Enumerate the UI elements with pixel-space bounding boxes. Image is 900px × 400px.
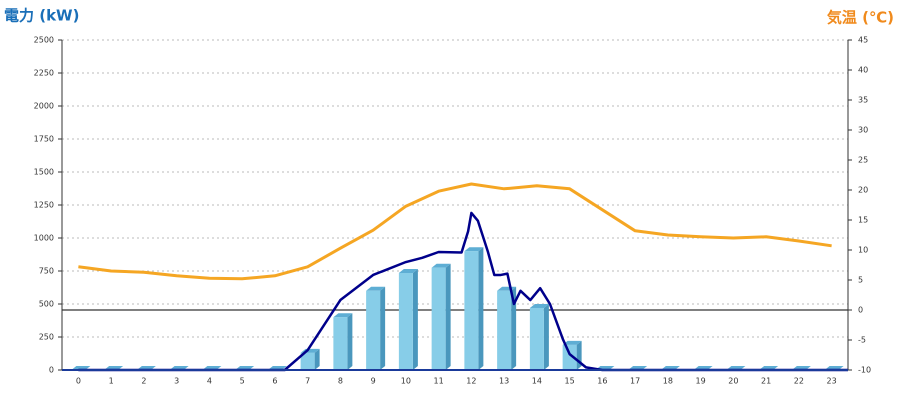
y2-tick-label: 0 [858, 306, 863, 315]
bar-side [478, 247, 484, 370]
y-tick-label: 0 [49, 366, 54, 375]
y2-tick-label: -5 [858, 336, 866, 345]
x-tick-label: 0 [76, 377, 81, 386]
bar [562, 340, 582, 370]
x-tick-label: 20 [728, 377, 738, 386]
x-tick-label: 21 [761, 377, 771, 386]
x-tick-label: 4 [207, 377, 212, 386]
bar-side [380, 286, 386, 370]
x-tick-label: 17 [630, 377, 640, 386]
bar-front [300, 352, 315, 370]
y-tick-label: 1500 [34, 168, 54, 177]
x-tick-label: 11 [434, 377, 444, 386]
y2-tick-label: 30 [858, 126, 868, 135]
x-tick-label: 8 [338, 377, 343, 386]
line [78, 182, 832, 281]
y2-tick-label: 20 [858, 186, 868, 195]
bar [497, 286, 517, 370]
x-tick-label: 5 [240, 377, 245, 386]
bar-side [347, 313, 353, 370]
x-tick-label: 23 [827, 377, 837, 386]
bar-top [431, 263, 451, 268]
line [78, 211, 848, 372]
x-tick-label: 7 [305, 377, 310, 386]
bar-top [398, 268, 418, 273]
y2-tick-label: 25 [858, 156, 868, 165]
x-tick-label: 6 [272, 377, 277, 386]
y2-tick-label: 5 [858, 276, 863, 285]
x-tick-label: 3 [174, 377, 179, 386]
x-tick-label: 15 [565, 377, 575, 386]
bar [431, 263, 451, 370]
x-tick-label: 9 [371, 377, 376, 386]
bar-top [366, 286, 386, 291]
x-tick-label: 16 [597, 377, 607, 386]
y-tick-label: 1750 [34, 135, 54, 144]
bar-top [562, 340, 582, 345]
y-axis-title: 電力 (kW) [4, 7, 79, 25]
bar-top [464, 247, 484, 252]
x-tick-label: 12 [466, 377, 476, 386]
y2-tick-label: 10 [858, 246, 868, 255]
y2-axis-title: 気温 (℃) [827, 9, 894, 27]
x-tick-label: 19 [696, 377, 706, 386]
bar-top [333, 313, 353, 318]
bar [464, 247, 484, 370]
bar-side [576, 340, 582, 370]
bar [529, 303, 549, 370]
y-tick-label: 500 [39, 300, 54, 309]
y-tick-label: 2500 [34, 36, 54, 45]
bar-front [333, 317, 348, 370]
bar-front [562, 344, 577, 370]
bar-side [445, 263, 451, 370]
bar-side [543, 303, 549, 370]
x-tick-label: 13 [499, 377, 509, 386]
y-tick-label: 2250 [34, 69, 54, 78]
bar [398, 268, 418, 370]
bar [366, 286, 386, 370]
bar-side [511, 286, 517, 370]
bar [300, 348, 320, 370]
x-tick-label: 22 [794, 377, 804, 386]
bar-top [529, 303, 549, 308]
x-tick-label: 2 [141, 377, 146, 386]
y-tick-label: 750 [39, 267, 54, 276]
bar [333, 313, 353, 370]
bar-front [497, 290, 512, 370]
bar-front [366, 290, 381, 370]
y2-tick-label: -10 [858, 366, 871, 375]
bar-front [464, 251, 479, 370]
y-tick-label: 250 [39, 333, 54, 342]
bar-front [529, 307, 544, 370]
y-tick-label: 1000 [34, 234, 54, 243]
bar-side [314, 348, 320, 370]
y2-tick-label: 40 [858, 66, 868, 75]
y2-tick-label: 15 [858, 216, 868, 225]
y-tick-label: 2000 [34, 102, 54, 111]
x-tick-label: 18 [663, 377, 673, 386]
y2-tick-label: 35 [858, 96, 868, 105]
bar-side [412, 268, 418, 370]
x-tick-label: 14 [532, 377, 542, 386]
y-tick-label: 1250 [34, 201, 54, 210]
bar-front [398, 272, 413, 370]
x-tick-label: 1 [109, 377, 114, 386]
bar-front [431, 267, 446, 370]
x-tick-label: 10 [401, 377, 411, 386]
y2-tick-label: 45 [858, 36, 868, 45]
